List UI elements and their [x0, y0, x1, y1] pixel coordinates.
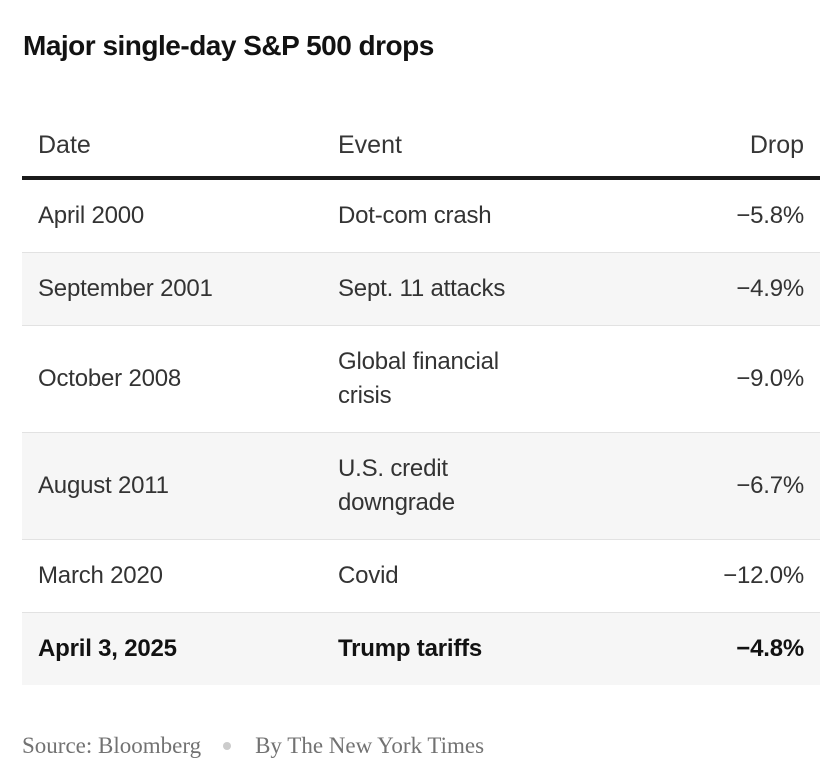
event-cell: Global financial crisis [338, 348, 499, 409]
date-cell: September 2001 [38, 275, 213, 302]
page-title: Major single-day S&P 500 drops [23, 30, 434, 61]
source-byline: Source: Bloomberg By The New York Times [22, 731, 820, 761]
drop-cell: −5.8% [736, 202, 804, 229]
date-cell: March 2020 [38, 562, 163, 589]
table-row: April 3, 2025 Trump tariffs −4.8% [22, 612, 820, 685]
table-row: October 2008 Global financial crisis −9.0% [22, 325, 820, 433]
byline-text: By The New York Times [255, 733, 485, 758]
column-header-event: Event [322, 102, 572, 180]
event-cell: Covid [338, 562, 399, 589]
drop-cell: −4.9% [736, 275, 804, 302]
date-cell: April 2000 [38, 202, 145, 229]
dot-separator-icon [223, 742, 232, 750]
table-row: August 2011 U.S. credit downgrade −6.7% [22, 432, 820, 540]
table-card: Major single-day S&P 500 drops Date Even… [22, 30, 820, 761]
date-cell: October 2008 [38, 365, 182, 392]
drops-table: Date Event Drop April 2000 Dot-com crash −… [22, 102, 820, 685]
date-cell: April 3, 2025 [38, 635, 177, 662]
event-cell: U.S. credit downgrade [338, 455, 455, 516]
drop-cell: −12.0% [723, 562, 804, 589]
event-cell: Dot-com crash [338, 202, 492, 229]
event-cell: Trump tariffs [338, 635, 483, 662]
table-row: April 2000 Dot-com crash −5.8% [22, 178, 820, 253]
table-row: September 2001 Sept. 11 attacks −4.9% [22, 252, 820, 326]
drop-cell: −4.8% [736, 635, 804, 662]
drop-cell: −6.7% [736, 472, 804, 499]
date-cell: August 2011 [38, 472, 169, 499]
table-header-row: Date Event Drop [22, 102, 820, 180]
source-text: Source: Bloomberg [22, 733, 202, 758]
event-cell: Sept. 11 attacks [338, 275, 506, 302]
table-row: March 2020 Covid −12.0% [22, 539, 820, 613]
column-header-date: Date [22, 102, 322, 180]
column-header-drop: Drop [572, 102, 820, 180]
table-body: April 2000 Dot-com crash −5.8% September 20… [22, 178, 820, 685]
drop-cell: −9.0% [736, 365, 804, 392]
